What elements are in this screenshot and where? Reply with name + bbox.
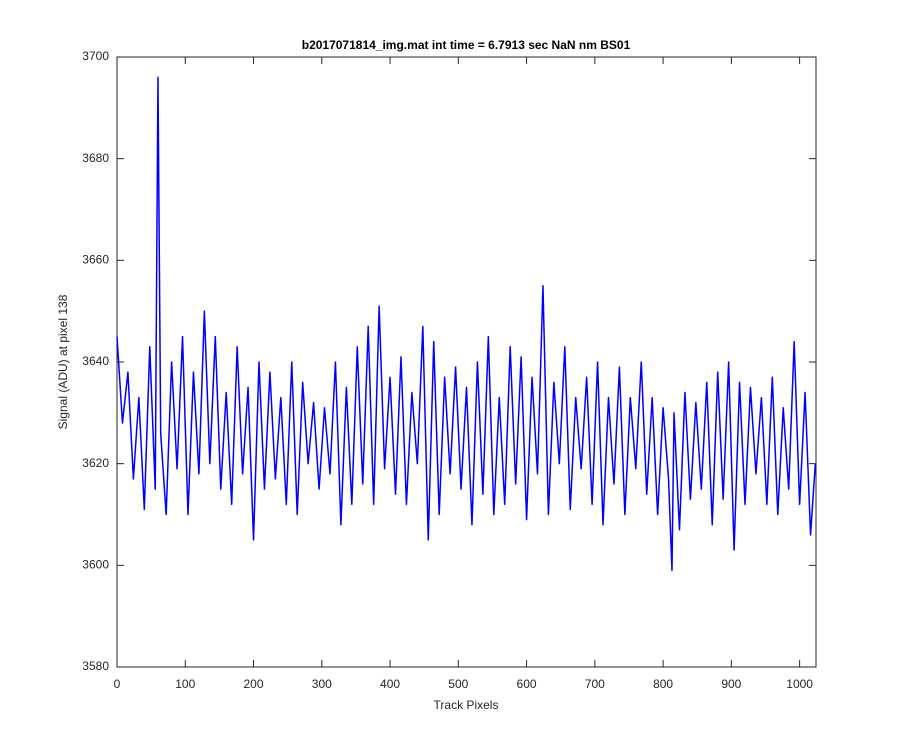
x-tick-label: 500: [448, 677, 468, 691]
x-tick-label: 300: [312, 677, 332, 691]
chart-title: b2017071814_img.mat int time = 6.7913 se…: [302, 38, 631, 52]
y-tick-label: 3660: [82, 253, 109, 267]
signal-line: [116, 76, 817, 572]
x-tick-label: 1000: [786, 677, 813, 691]
y-tick-label: 3620: [82, 456, 109, 470]
x-axis-label: Track Pixels: [434, 698, 499, 712]
x-tick-label: 600: [517, 677, 537, 691]
y-tick-label: 3600: [82, 558, 109, 572]
x-tick-label: 200: [244, 677, 264, 691]
y-tick-label: 3640: [82, 354, 109, 368]
y-axis-label: Signal (ADU) at pixel 138: [56, 294, 70, 429]
x-tick-label: 800: [653, 677, 673, 691]
x-tick-label: 400: [380, 677, 400, 691]
x-tick-label: 900: [721, 677, 741, 691]
x-tick-label: 0: [114, 677, 121, 691]
y-tick-label: 3580: [82, 659, 109, 673]
y-tick-label: 3680: [82, 151, 109, 165]
x-tick-label: 100: [175, 677, 195, 691]
x-tick-label: 700: [585, 677, 605, 691]
y-tick-label: 3700: [82, 49, 109, 63]
